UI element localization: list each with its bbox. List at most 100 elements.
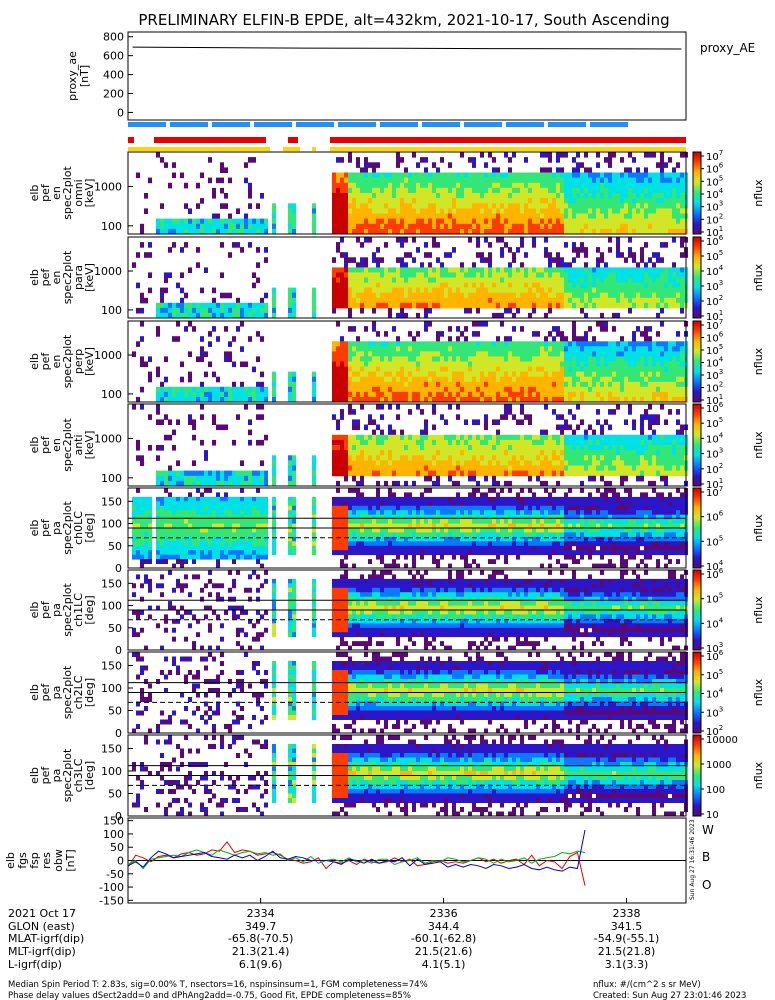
- heatmap-cell: [332, 182, 336, 189]
- heatmap-cell: [556, 424, 560, 431]
- heatmap-cell: [676, 177, 680, 184]
- heatmap-cell: [244, 223, 248, 230]
- heatmap-cell: [424, 198, 428, 204]
- heatmap-cell: [360, 167, 364, 173]
- heatmap-cell: [396, 366, 400, 373]
- heatmap-cell: [160, 528, 164, 533]
- heatmap-cell: [416, 198, 420, 204]
- heatmap-cell: [564, 297, 568, 304]
- heatmap-cell: [636, 223, 640, 230]
- heatmap-cell: [548, 351, 552, 357]
- heatmap-cell: [184, 218, 188, 225]
- heatmap-cell: [360, 396, 364, 403]
- heatmap-cell: [488, 465, 492, 472]
- heatmap-cell: [580, 465, 584, 472]
- heatmap-cell: [436, 381, 440, 388]
- heatmap-cell: [496, 272, 500, 278]
- heatmap-cell: [500, 381, 504, 388]
- heatmap-cell: [592, 450, 596, 456]
- heatmap-cell: [228, 480, 232, 487]
- heatmap-cell: [536, 434, 540, 441]
- heatmap-cell: [540, 439, 544, 446]
- heatmap-cell: [672, 371, 676, 378]
- heatmap-cell: [228, 213, 232, 220]
- heatmap-cell: [368, 297, 372, 304]
- heatmap-cell: [396, 267, 400, 273]
- heatmap-cell: [576, 445, 580, 451]
- heatmap-cell: [380, 272, 384, 278]
- heatmap-cell: [424, 172, 428, 179]
- heatmap-cell: [460, 366, 464, 373]
- heatmap-cell: [536, 223, 540, 230]
- heatmap-cell: [448, 193, 452, 199]
- heatmap-cell: [352, 465, 356, 472]
- heatmap-cell: [616, 460, 620, 466]
- heatmap-cell: [540, 272, 544, 278]
- heatmap-cell: [220, 424, 224, 431]
- heatmap-cell: [504, 307, 508, 314]
- heatmap-cell: [420, 470, 424, 477]
- heatmap-cell: [624, 267, 628, 273]
- heatmap-cell: [528, 455, 532, 461]
- heatmap-cell: [260, 371, 264, 378]
- heatmap-cell: [404, 312, 408, 319]
- heatmap-cell: [608, 376, 612, 383]
- heatmap-cell: [204, 302, 208, 309]
- heatmap-cell: [636, 208, 640, 214]
- heatmap-cell: [380, 414, 384, 420]
- heatmap-cell: [336, 282, 340, 289]
- heatmap-cell: [392, 228, 396, 235]
- heatmap-cell: [484, 366, 488, 373]
- heatmap-cell: [332, 376, 336, 383]
- heatmap-cell: [596, 396, 600, 403]
- heatmap-cell: [668, 439, 672, 446]
- heatmap-cell: [468, 198, 472, 204]
- heatmap-cell: [676, 470, 680, 477]
- heatmap-cell: [176, 419, 180, 425]
- heatmap-cell: [408, 356, 412, 362]
- heatmap-cell: [436, 439, 440, 446]
- heatmap-cell: [584, 218, 588, 225]
- heatmap-cell: [500, 208, 504, 214]
- heatmap-cell: [548, 470, 552, 477]
- heatmap-cell: [488, 203, 492, 209]
- heatmap-cell: [352, 193, 356, 199]
- heatmap-cell: [164, 501, 168, 507]
- heatmap-cell: [372, 282, 376, 289]
- y-label: [keV]: [83, 347, 96, 376]
- heatmap-cell: [600, 326, 604, 332]
- heatmap-cell: [524, 223, 528, 230]
- heatmap-cell: [592, 336, 596, 342]
- heatmap-cell: [672, 346, 676, 352]
- heatmap-cell: [400, 213, 404, 220]
- colorbar: [692, 403, 702, 487]
- heatmap-cell: [452, 366, 456, 373]
- heatmap-cell: [332, 356, 336, 362]
- heatmap-cell: [580, 419, 584, 425]
- heatmap-cell: [556, 267, 560, 273]
- heatmap-cell: [140, 514, 144, 520]
- heatmap-cell: [396, 434, 400, 441]
- heatmap-cell: [652, 272, 656, 278]
- heatmap-cell: [648, 376, 652, 383]
- heatmap-cell: [660, 172, 664, 179]
- heatmap-cell: [480, 381, 484, 388]
- heatmap-cell: [404, 193, 408, 199]
- heatmap-cell: [432, 450, 436, 456]
- heatmap-cell: [352, 396, 356, 403]
- heatmap-cell: [516, 439, 520, 446]
- heatmap-cell: [612, 460, 616, 466]
- heatmap-cell: [656, 351, 660, 357]
- heatmap-cell: [556, 177, 560, 184]
- heatmap-cell: [504, 409, 508, 415]
- heatmap-cell: [504, 223, 508, 230]
- heatmap-cell: [368, 450, 372, 456]
- heatmap-cell: [572, 439, 576, 446]
- heatmap-cell: [588, 213, 592, 220]
- heatmap-cell: [516, 419, 520, 425]
- heatmap-cell: [508, 247, 512, 253]
- heatmap-cell: [556, 455, 560, 461]
- heatmap-cell: [488, 346, 492, 352]
- heatmap-cell: [580, 381, 584, 388]
- heatmap-cell: [628, 356, 632, 362]
